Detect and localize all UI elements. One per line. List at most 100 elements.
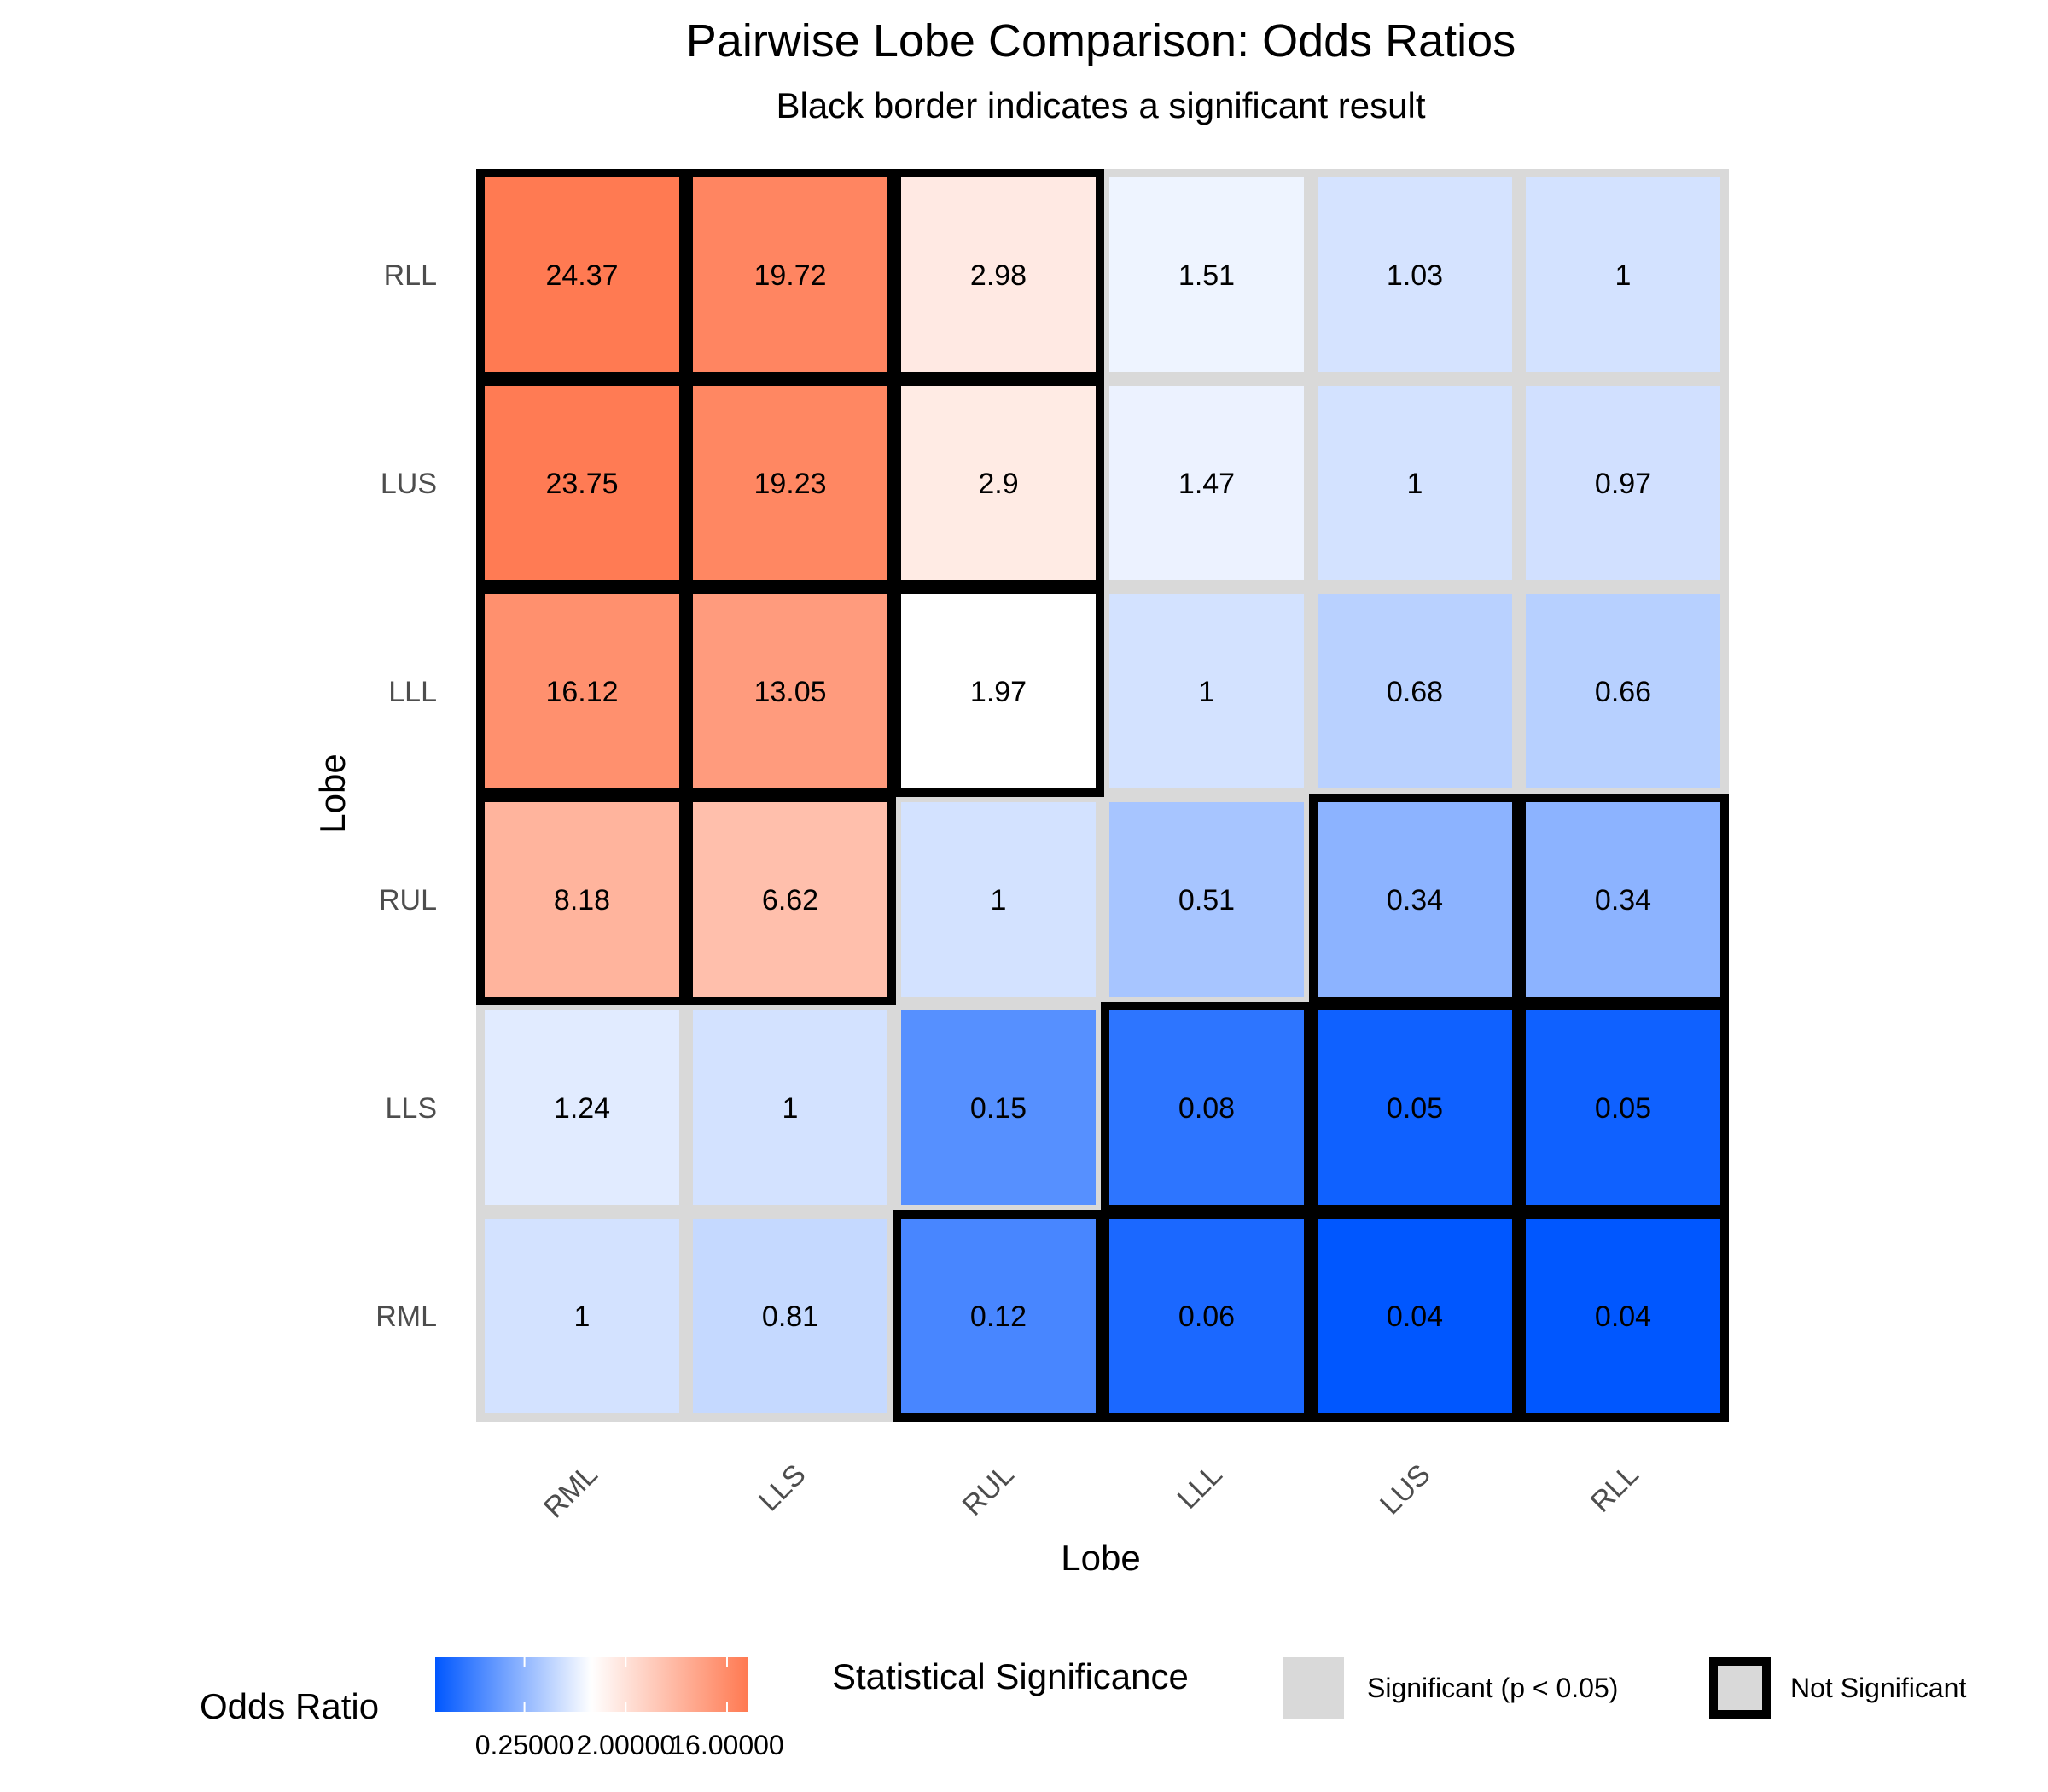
cell-value-label: 1: [1199, 676, 1215, 708]
heatmap-cell-lll-lus: [1309, 585, 1521, 797]
heatmap-cell-rll-rul: [893, 169, 1104, 381]
heatmap-cell-lus-rml: [476, 377, 688, 589]
heatmap-cell-lll-lls: [684, 585, 896, 797]
cell-value-label: 0.51: [1178, 884, 1235, 916]
x-tick-label-rul: RUL: [957, 1458, 1021, 1522]
color-legend-break-label: 2.00000: [576, 1730, 675, 1760]
color-legend-break-label: 0.25000: [475, 1730, 574, 1760]
cell-value-label: 23.75: [545, 468, 618, 500]
x-tick-label-lus: LUS: [1374, 1458, 1437, 1521]
cell-value-label: 1: [574, 1300, 591, 1333]
x-tick-label-rll: RLL: [1585, 1458, 1645, 1519]
x-axis-tick-labels: RML LLS RUL LLL LUS RLL: [538, 1458, 1645, 1525]
cell-value-label: 1: [783, 1092, 799, 1125]
heatmap-cell-labels: 24.37 19.72 2.98 1.51 1.03 1 23.75 19.23 2.9 1.47…: [545, 259, 1651, 1333]
cell-value-label: 1.51: [1178, 259, 1235, 292]
cell-value-label: 0.15: [970, 1092, 1027, 1125]
heatmap-cell-lus-lll: [1101, 377, 1312, 589]
cell-value-label: 1.03: [1387, 259, 1443, 292]
y-tick-label-lus: LUS: [381, 468, 437, 500]
cell-value-label: 1: [991, 884, 1007, 916]
cell-value-label: 1: [1615, 259, 1632, 292]
cell-value-label: 0.66: [1595, 676, 1651, 708]
heatmap-cell-rul-rul: [893, 794, 1104, 1005]
heatmap-cell-rul-lll: [1101, 794, 1312, 1005]
cell-value-label: 0.97: [1595, 468, 1651, 500]
heatmap-cell-rml-rul: [893, 1210, 1104, 1422]
cell-value-label: 0.05: [1387, 1092, 1443, 1125]
heatmap-cell-lll-lll: [1101, 585, 1312, 797]
heatmap-cell-rml-rll: [1517, 1210, 1729, 1422]
cell-value-label: 19.72: [753, 259, 826, 292]
cell-value-label: 8.18: [554, 884, 610, 916]
chart-title: Pairwise Lobe Comparison: Odds Ratios: [686, 15, 1516, 67]
significance-legend-title: Statistical Significance: [832, 1656, 1189, 1696]
significance-legend-key: [1709, 1657, 1771, 1719]
cell-value-label: 2.9: [978, 468, 1018, 500]
cell-value-label: 0.06: [1178, 1300, 1235, 1333]
heatmap-cells: [476, 169, 1729, 1422]
cell-value-label: 0.81: [762, 1300, 818, 1333]
cell-value-label: 1.97: [970, 676, 1027, 708]
cell-value-label: 0.04: [1387, 1300, 1443, 1333]
heatmap-cell-lll-rul: [893, 585, 1104, 797]
heatmap-cell-rll-lls: [684, 169, 896, 381]
significance-legend-label: Significant (p < 0.05): [1367, 1673, 1618, 1703]
heatmap-cell-lls-lls: [684, 1002, 896, 1213]
heatmap-cell-rul-lus: [1309, 794, 1521, 1005]
cell-value-label: 1: [1407, 468, 1423, 500]
color-legend-title: Odds Ratio: [200, 1686, 379, 1726]
heatmap-cell-lls-rll: [1517, 1002, 1729, 1213]
heatmap-cell-lls-rml: [476, 1002, 688, 1213]
heatmap-cell-lll-rml: [476, 585, 688, 797]
cell-value-label: 0.34: [1387, 884, 1443, 916]
heatmap-cell-rll-rll: [1517, 169, 1729, 381]
y-tick-label-rll: RLL: [384, 259, 437, 292]
color-legend-break-label: 16.00000: [670, 1730, 783, 1760]
significance-legend-key: [1283, 1657, 1344, 1719]
cell-value-label: 13.05: [753, 676, 826, 708]
cell-value-label: 19.23: [753, 468, 826, 500]
y-axis-title: Lobe: [312, 753, 352, 833]
chart-subtitle: Black border indicates a significant res…: [776, 85, 1425, 125]
x-tick-label-lll: LLL: [1172, 1458, 1229, 1516]
cell-value-label: 0.08: [1178, 1092, 1235, 1125]
heatmap-cell-lus-lus: [1309, 377, 1521, 589]
cell-value-label: 0.12: [970, 1300, 1027, 1333]
cell-value-label: 1.24: [554, 1092, 610, 1125]
cell-value-label: 16.12: [545, 676, 618, 708]
y-tick-label-rml: RML: [375, 1300, 437, 1333]
cell-value-label: 2.98: [970, 259, 1027, 292]
cell-value-label: 0.04: [1595, 1300, 1651, 1333]
heatmap-cell-rml-lll: [1101, 1210, 1312, 1422]
heatmap-cell-rul-rll: [1517, 794, 1729, 1005]
heatmap-cell-rll-rml: [476, 169, 688, 381]
cell-value-label: 1.47: [1178, 468, 1235, 500]
y-tick-label-lls: LLS: [386, 1092, 438, 1125]
heatmap-cell-lus-rll: [1517, 377, 1729, 589]
x-axis-title: Lobe: [1061, 1538, 1140, 1578]
cell-value-label: 6.62: [762, 884, 818, 916]
heatmap-cell-lls-rul: [893, 1002, 1104, 1213]
heatmap-cell-rul-lls: [684, 794, 896, 1005]
heatmap-cell-rll-lus: [1309, 169, 1521, 381]
y-axis-tick-labels: RLL LUS LLL RUL LLS RML: [375, 259, 437, 1333]
heatmap-cell-rml-rml: [476, 1210, 688, 1422]
heatmap-cell-rul-rml: [476, 794, 688, 1005]
heatmap-cell-rml-lus: [1309, 1210, 1521, 1422]
cell-value-label: 24.37: [545, 259, 618, 292]
heatmap-cell-lll-rll: [1517, 585, 1729, 797]
cell-value-label: 0.68: [1387, 676, 1443, 708]
cell-value-label: 0.34: [1595, 884, 1651, 916]
significance-legend: Statistical Significance Significant (p …: [832, 1656, 1966, 1719]
y-tick-label-lll: LLL: [388, 676, 437, 708]
heatmap-cell-rll-lll: [1101, 169, 1312, 381]
color-legend-gradient-bar: [435, 1657, 748, 1712]
heatmap-cell-lls-lll: [1101, 1002, 1312, 1213]
cell-value-label: 0.05: [1595, 1092, 1651, 1125]
heatmap-cell-lus-lls: [684, 377, 896, 589]
heatmap-cell-lus-rul: [893, 377, 1104, 589]
heatmap-cell-rml-lls: [684, 1210, 896, 1422]
